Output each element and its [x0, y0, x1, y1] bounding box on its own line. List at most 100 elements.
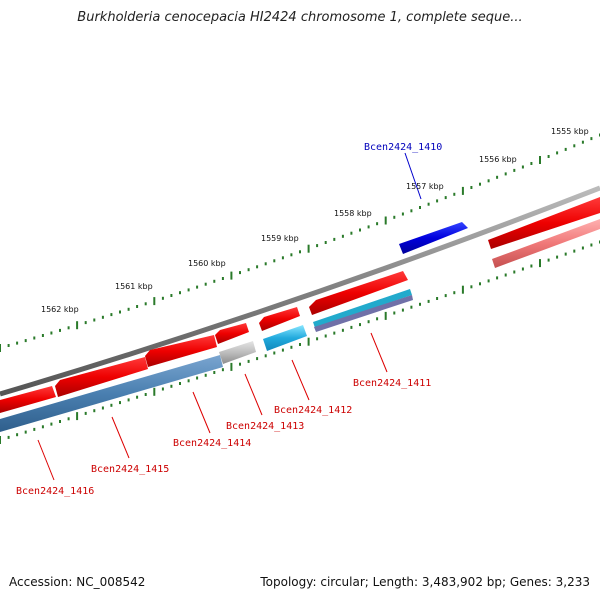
lower-scale-dot [530, 264, 533, 268]
callout-line-1414 [192, 391, 211, 434]
gene-bcen2424-1413[interactable] [215, 323, 249, 344]
upper-scale-dot [393, 215, 396, 219]
lower-scale-major-tick [539, 259, 541, 268]
upper-scale-dot [401, 212, 404, 216]
upper-scale-dot [179, 291, 181, 295]
lower-scale-dot [136, 395, 139, 399]
upper-scale-dot [316, 244, 319, 248]
cds-steel-band[interactable] [0, 355, 223, 432]
lower-scale-dot [393, 311, 396, 315]
lower-scale-dot [119, 401, 121, 405]
upper-scale-dot [479, 182, 481, 186]
lower-scale-dot [273, 351, 276, 355]
lower-scale-dot [84, 411, 87, 415]
gene-bcen2424-1411[interactable] [309, 271, 408, 315]
upper-scale-dot [367, 225, 370, 229]
gene-bcen2424-1414[interactable] [145, 335, 217, 367]
lower-scale-dot [110, 403, 113, 407]
upper-scale-dot [324, 241, 327, 244]
upper-scale-dot [419, 206, 421, 209]
lower-scale-dot [436, 297, 439, 300]
upper-scale-dot [341, 234, 344, 238]
lower-scale-dot [470, 285, 473, 289]
gene-bcen2424-1410[interactable] [399, 222, 468, 254]
upper-scale-dot [547, 155, 550, 158]
lower-scale-dot [590, 243, 593, 247]
upper-scale-dot [564, 147, 567, 151]
upper-scale-dot [504, 172, 507, 176]
upper-scale-dot [530, 162, 533, 165]
lower-scale-dot [41, 425, 44, 429]
lower-scale-dot [204, 373, 207, 377]
upper-scale-major-tick [539, 156, 541, 164]
lower-scale-dot [547, 258, 550, 262]
upper-scale-major-tick [0, 344, 1, 352]
lower-scale-dot [264, 354, 267, 358]
upper-scale-dot [127, 307, 130, 311]
cds-bcen2424-1412[interactable] [263, 325, 307, 351]
lower-scale-major-tick [307, 337, 310, 346]
lower-scale-dot [170, 384, 173, 388]
callout-line-1413 [244, 373, 263, 416]
callout-line-1415 [111, 416, 130, 459]
upper-scale-dot [33, 336, 36, 340]
label-bcen2424-1410: Bcen2424_1410 [364, 142, 442, 153]
lower-scale-dot [444, 294, 447, 298]
lower-scale-dot [453, 291, 456, 295]
upper-scale-major-tick [384, 216, 387, 225]
lower-scale-dot [213, 371, 216, 374]
upper-scale-dot [239, 271, 241, 275]
lower-scale-dot [93, 409, 96, 413]
upper-scale-dot [573, 144, 576, 148]
lower-scale-dot [101, 406, 104, 410]
cds-bcen2424-1413[interactable] [219, 341, 256, 364]
upper-scale-dot [350, 231, 353, 235]
gene-bcen2424-1416[interactable] [0, 386, 56, 413]
lower-scale-dot [16, 433, 19, 437]
lower-scale-major-tick [461, 285, 464, 294]
lower-scale-dot [504, 273, 507, 277]
lower-scale-dot [59, 420, 61, 423]
lower-scale-dot [33, 427, 36, 431]
lower-scale-dot [376, 317, 379, 321]
cds-bcen2424-1411[interactable] [313, 289, 413, 332]
upper-scale-dot [161, 296, 164, 300]
gene-bcen2424-1415[interactable] [55, 357, 148, 397]
tick-label-1561: 1561 kbp [115, 282, 153, 291]
upper-scale-dot [299, 250, 301, 254]
lower-scale-major-tick [230, 362, 233, 371]
lower-scale-dot [290, 345, 293, 349]
cds-bcen2424-1409-partial[interactable] [492, 219, 600, 268]
gene-bcen2424-1409-partial[interactable] [488, 197, 600, 249]
upper-scale-dot [376, 222, 379, 226]
upper-scale-dot [247, 268, 250, 272]
lower-scale-major-tick [0, 436, 1, 444]
callout-line-1412 [291, 359, 310, 401]
upper-scale-major-tick [230, 271, 233, 280]
lower-scale-dot [144, 393, 147, 396]
lower-scale-dot [324, 334, 327, 338]
upper-scale-dot [144, 302, 147, 306]
lower-scale-dot [316, 337, 319, 341]
gene-bcen2424-1412[interactable] [259, 307, 300, 331]
upper-scale-dot [196, 285, 199, 289]
lower-scale-major-tick [384, 311, 387, 320]
upper-scale-dot [290, 253, 293, 257]
label-bcen2424-1416: Bcen2424_1416 [16, 486, 94, 497]
lower-scale-dot [221, 368, 224, 372]
upper-scale-dot [581, 140, 584, 144]
lower-scale-dot [247, 359, 250, 363]
map-title: Burkholderia cenocepacia HI2424 chromoso… [77, 10, 523, 25]
tick-label-1558: 1558 kbp [334, 209, 372, 218]
lower-scale-dot [521, 267, 524, 271]
upper-scale-dot [221, 277, 224, 280]
lower-scale-dot [401, 308, 404, 312]
tick-label-1559: 1559 kbp [261, 234, 299, 243]
lower-scale-dot [479, 282, 481, 286]
tick-label-1555: 1555 kbp [551, 127, 589, 136]
upper-scale-dot [556, 151, 559, 155]
upper-scale-dot [59, 328, 61, 332]
upper-scale-dot [496, 175, 499, 179]
upper-scale-dot [333, 237, 336, 241]
